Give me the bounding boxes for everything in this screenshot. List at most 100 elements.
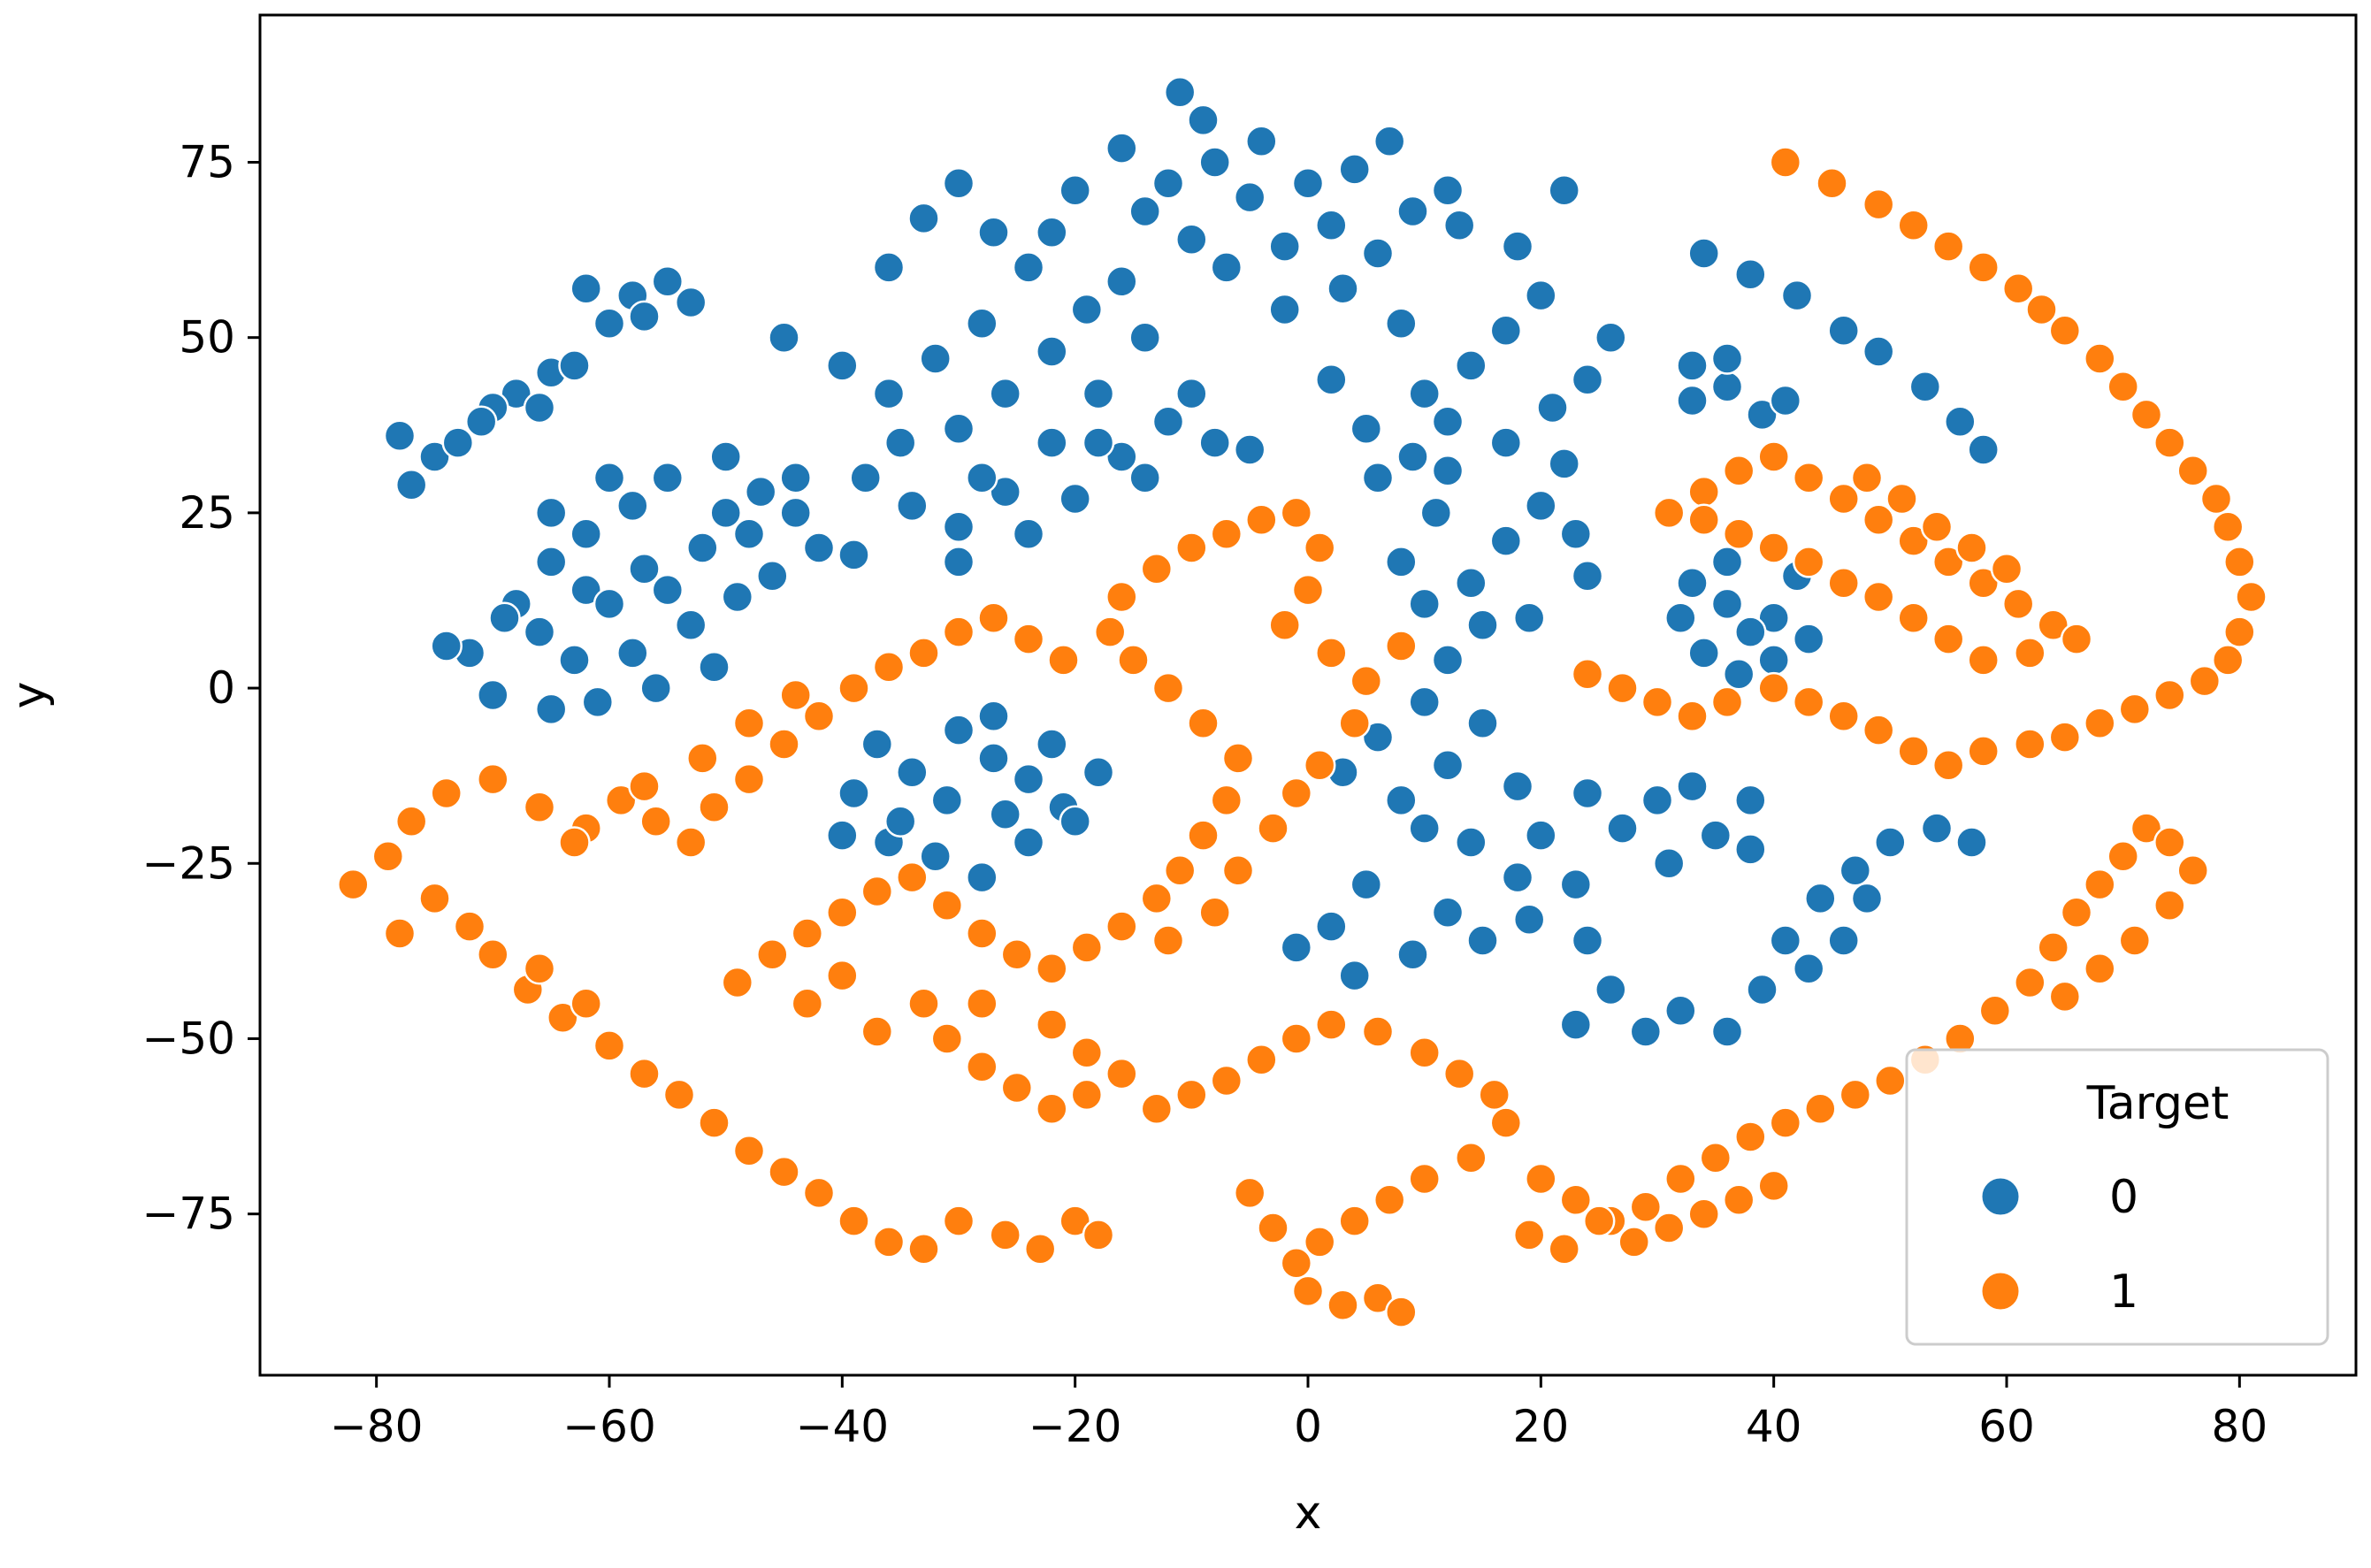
scatter-point-target-1	[2048, 980, 2082, 1013]
scatter-point-target-0	[1361, 237, 1395, 270]
scatter-point-target-0	[1920, 812, 1954, 845]
scatter-point-target-1	[2223, 616, 2256, 648]
scatter-point-target-0	[1036, 335, 1068, 368]
scatter-point-target-0	[872, 377, 906, 410]
scatter-point-target-0	[500, 377, 532, 410]
scatter-point-target-1	[1280, 1246, 1313, 1280]
scatter-point-target-1	[1036, 1092, 1068, 1125]
scatter-point-target-0	[1746, 398, 1778, 432]
scatter-point-target-1	[1804, 1092, 1837, 1125]
scatter-point-target-1	[1280, 1022, 1313, 1055]
scatter-point-target-0	[1187, 103, 1220, 137]
scatter-point-target-1	[2223, 546, 2256, 578]
scatter-point-target-1	[1350, 664, 1383, 698]
scatter-point-target-1	[2118, 692, 2152, 726]
scatter-point-target-0	[1070, 293, 1104, 326]
legend-label-0: 0	[2109, 1171, 2138, 1224]
scatter-point-target-0	[1769, 924, 1802, 957]
scatter-point-target-0	[1967, 433, 2000, 466]
scatter-point-target-1	[1187, 819, 1220, 852]
scatter-point-target-1	[732, 762, 766, 796]
scatter-point-target-0	[989, 377, 1021, 410]
scatter-point-target-0	[907, 202, 940, 235]
scatter-point-target-1	[1338, 1205, 1371, 1237]
scatter-point-target-0	[1874, 826, 1907, 859]
scatter-point-target-0	[1536, 391, 1569, 425]
scatter-point-target-1	[2153, 678, 2186, 712]
scatter-point-target-0	[1385, 307, 1418, 340]
y-tick-label: 50	[179, 312, 235, 363]
scatter-point-target-0	[1198, 426, 1231, 459]
scatter-point-target-1	[1827, 566, 1860, 600]
scatter-point-target-0	[779, 461, 812, 494]
scatter-point-target-1	[1070, 1078, 1104, 1112]
scatter-point-target-1	[593, 1029, 626, 1062]
scatter-point-target-0	[1059, 482, 1091, 516]
scatter-point-target-0	[744, 475, 777, 509]
scatter-point-target-0	[1512, 903, 1546, 936]
scatter-point-target-1	[570, 987, 602, 1021]
scatter-point-target-0	[1198, 146, 1231, 179]
scatter-point-target-0	[1746, 973, 1778, 1006]
scatter-point-target-0	[1012, 826, 1045, 859]
scatter-point-target-0	[919, 840, 952, 873]
scatter-point-target-0	[1710, 1015, 1744, 1048]
scatter-point-target-1	[1327, 1289, 1359, 1321]
scatter-point-target-1	[1151, 924, 1185, 957]
scatter-point-target-0	[477, 678, 509, 712]
scatter-point-target-1	[1070, 1036, 1104, 1069]
scatter-point-target-1	[1676, 700, 1709, 733]
x-tick-label: −20	[1029, 1401, 1122, 1452]
scatter-point-target-0	[849, 461, 882, 494]
scatter-point-target-0	[558, 644, 591, 677]
scatter-point-target-0	[919, 342, 952, 375]
scatter-point-target-0	[1128, 461, 1161, 494]
scatter-point-target-0	[1780, 279, 1814, 312]
scatter-point-target-1	[1955, 532, 1988, 564]
scatter-point-target-0	[1676, 566, 1709, 600]
scatter-point-target-1	[1210, 1064, 1243, 1098]
scatter-point-target-0	[1315, 209, 1348, 242]
scatter-point-target-0	[1699, 819, 1732, 852]
scatter-point-target-0	[1489, 524, 1523, 557]
scatter-point-target-1	[977, 601, 1010, 635]
scatter-point-target-1	[604, 784, 638, 817]
scatter-point-target-1	[1105, 1057, 1138, 1090]
scatter-point-target-0	[989, 475, 1021, 509]
scatter-point-target-1	[1268, 608, 1301, 641]
scatter-point-target-0	[1408, 377, 1441, 410]
scatter-point-target-1	[1641, 685, 1674, 719]
scatter-point-target-0	[616, 489, 649, 523]
scatter-point-target-1	[1210, 517, 1243, 550]
scatter-point-target-1	[1629, 1190, 1663, 1223]
scatter-point-target-1	[2188, 664, 2222, 698]
scatter-point-target-1	[1373, 1183, 1406, 1217]
scatter-point-target-0	[1908, 370, 1942, 403]
scatter-point-target-0	[570, 517, 602, 550]
scatter-point-target-1	[1885, 482, 1918, 516]
scatter-point-target-0	[1268, 230, 1301, 263]
scatter-point-target-1	[2084, 952, 2116, 985]
scatter-point-target-0	[1955, 826, 1988, 859]
scatter-point-target-1	[2084, 342, 2116, 375]
scatter-point-target-1	[791, 987, 824, 1021]
scatter-point-target-0	[989, 798, 1021, 831]
scatter-point-target-0	[1606, 812, 1639, 845]
scatter-point-target-0	[768, 321, 800, 354]
scatter-point-target-1	[1000, 1071, 1034, 1105]
scatter-point-target-0	[1233, 433, 1266, 466]
scatter-point-target-0	[1629, 1015, 1663, 1048]
scatter-point-target-0	[1408, 587, 1441, 621]
x-tick-label: 0	[1294, 1401, 1322, 1452]
scatter-point-target-1	[1839, 1078, 1872, 1112]
scatter-point-target-1	[802, 700, 836, 733]
scatter-point-target-1	[2153, 889, 2186, 922]
scatter-point-target-0	[534, 692, 568, 726]
scatter-point-target-0	[1455, 349, 1488, 382]
scatter-point-target-1	[1210, 784, 1243, 817]
scatter-point-target-0	[1571, 363, 1604, 396]
scatter-point-target-0	[1839, 853, 1872, 887]
scatter-point-target-1	[1792, 546, 1825, 578]
scatter-point-target-1	[732, 707, 766, 739]
scatter-point-target-1	[779, 678, 812, 712]
